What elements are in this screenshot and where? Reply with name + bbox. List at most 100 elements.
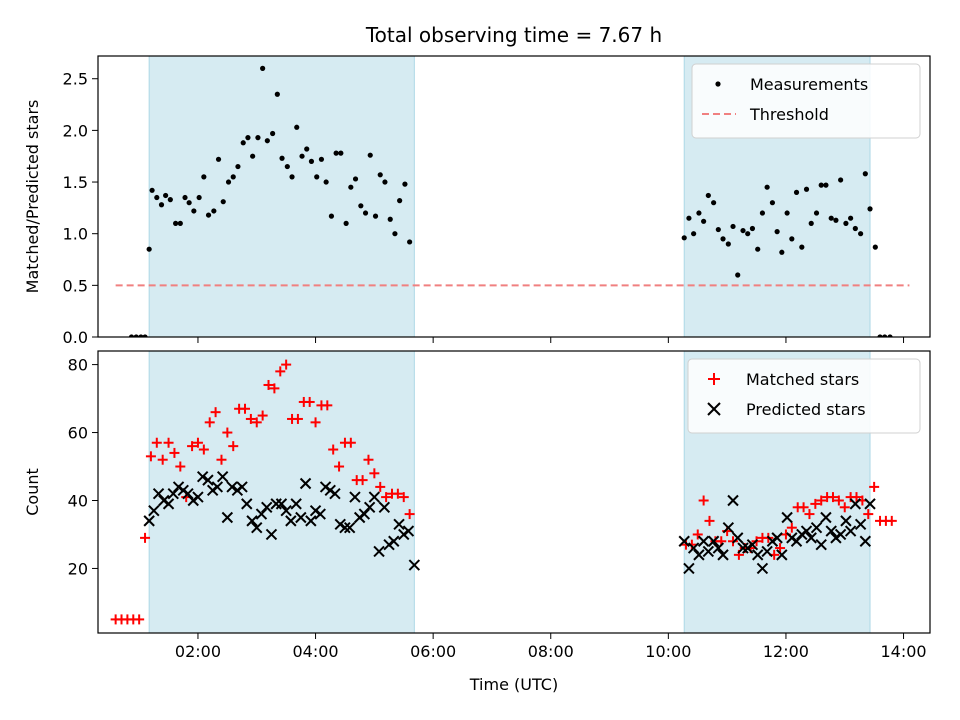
predicted-stars-point (707, 535, 720, 547)
measurements-point (793, 189, 800, 195)
x-b (202, 474, 214, 486)
matched-stars-point (187, 441, 198, 452)
predicted-stars-point (280, 504, 292, 517)
matched-stars-point (863, 509, 874, 520)
measurements-point (323, 179, 329, 185)
x-b (864, 498, 876, 510)
predicted-stars-point (800, 525, 813, 537)
predicted-stars-point (687, 542, 700, 554)
measurements-point (808, 220, 814, 226)
matched-stars-point (145, 451, 156, 462)
x-b (790, 535, 803, 547)
matched-stars-point (839, 502, 850, 513)
measurements-point (872, 244, 878, 250)
matched-stars-point (369, 468, 380, 479)
x-b (255, 508, 268, 520)
measurements-point (154, 194, 160, 201)
matched-stars-point (228, 441, 239, 452)
matched-stars-point (833, 495, 844, 506)
predicted-stars-point (343, 521, 356, 534)
measurements-point (240, 140, 246, 146)
x-b (305, 515, 317, 527)
measurements-point (803, 186, 810, 192)
matched-stars-point (392, 488, 403, 499)
measurements-point (833, 217, 839, 223)
measurements-point (681, 235, 687, 241)
predicted-stars-point (810, 521, 823, 534)
x-b (246, 515, 258, 527)
matched-stars-point (269, 383, 280, 394)
measurements-point (382, 179, 388, 185)
predicted-stars-point (722, 521, 735, 534)
measurements-point (740, 227, 746, 234)
measurements-point (274, 91, 280, 97)
matched-stars-point (816, 495, 827, 506)
predicted-stars-point (752, 549, 764, 561)
measurements-point (211, 208, 217, 214)
axes-frame (97, 350, 931, 634)
predicted-stars-point (820, 511, 832, 524)
predicted-stars-point (295, 511, 307, 524)
matched-stars-point (251, 417, 262, 428)
predicted-stars-point (363, 501, 376, 513)
x-b (358, 508, 371, 520)
x-b (849, 498, 862, 510)
measurements-point (730, 223, 736, 230)
matched-stars-point (798, 502, 809, 513)
predicted-stars-point (329, 487, 341, 500)
x-b (683, 562, 695, 575)
x-b (192, 491, 204, 503)
matched-stars-point (363, 454, 374, 465)
x-b (251, 521, 263, 534)
predicted-stars-point (246, 515, 258, 527)
matched-stars-point (292, 413, 303, 424)
measurements-point (255, 135, 261, 141)
matched-stars-point (257, 410, 268, 421)
y-tick-label: 40 (68, 491, 88, 510)
measurements-point (843, 220, 849, 226)
predicted-stars-point (241, 498, 253, 510)
measurements-point (158, 202, 165, 208)
matched-stars-point (827, 492, 838, 503)
measurements-point (813, 210, 820, 216)
x-b (211, 481, 224, 493)
measurements-point (328, 213, 335, 219)
matched-stars-point (169, 447, 180, 458)
y-tick-label: 2.0 (63, 121, 88, 140)
predicted-stars-point (285, 515, 297, 527)
x-b (840, 515, 852, 527)
measurements-point (289, 174, 295, 180)
legend-label: Matched stars (746, 370, 859, 389)
x-b (167, 487, 179, 500)
legend-swatch (707, 402, 721, 416)
x-b (226, 481, 238, 493)
x-b (339, 521, 351, 534)
matched-stars-point (163, 437, 174, 448)
measurements-point (133, 334, 139, 337)
predicted-stars-point (702, 545, 715, 558)
matched-stars-point (210, 407, 221, 418)
x-b (722, 521, 735, 534)
measurements-point (887, 334, 893, 337)
y-tick-label: 1.0 (63, 225, 88, 244)
predicted-stars-point (815, 538, 827, 551)
measurements-point (264, 138, 270, 144)
measurements-point (387, 216, 393, 222)
legend-swatch (708, 373, 720, 385)
x-b (717, 549, 729, 561)
matched-stars-point (775, 543, 786, 554)
predicted-stars-point (844, 525, 857, 537)
matched-stars-point (869, 481, 880, 492)
predicted-stars-point (221, 511, 234, 524)
measurements-point (759, 210, 766, 216)
predicted-stars-point (143, 515, 155, 527)
measurements-point (348, 184, 354, 190)
matched-stars-point (275, 366, 286, 377)
measurements-point (245, 135, 251, 141)
chart-title: Total observing time = 7.67 h (365, 23, 662, 47)
measurements-point (745, 231, 751, 237)
predicted-stars-point (305, 515, 317, 527)
measurements-point (377, 172, 383, 178)
x-b (152, 487, 165, 500)
predicted-stars-point (216, 471, 229, 483)
